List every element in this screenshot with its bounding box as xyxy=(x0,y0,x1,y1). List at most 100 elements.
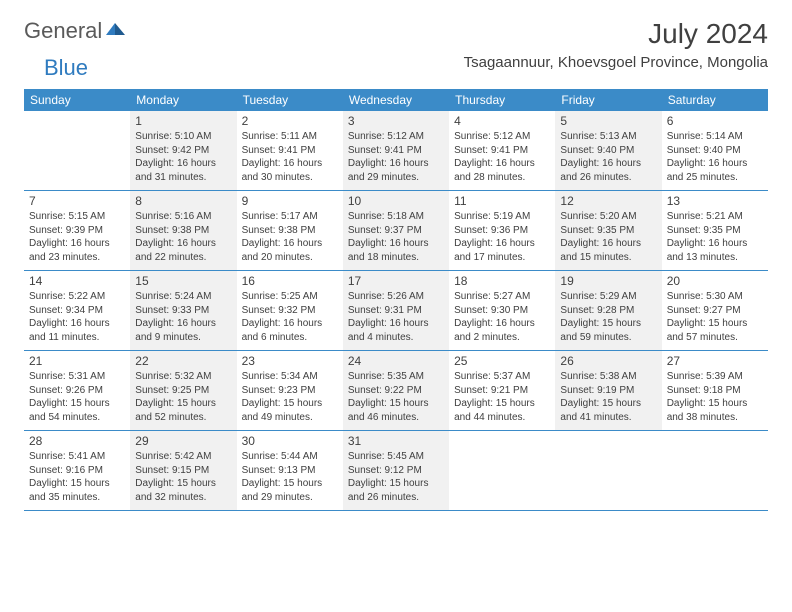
day-cell: 18Sunrise: 5:27 AMSunset: 9:30 PMDayligh… xyxy=(449,271,555,350)
day-cell: 11Sunrise: 5:19 AMSunset: 9:36 PMDayligh… xyxy=(449,191,555,270)
sunset-text: Sunset: 9:12 PM xyxy=(348,464,444,478)
sunset-text: Sunset: 9:16 PM xyxy=(29,464,125,478)
sunrise-text: Sunrise: 5:16 AM xyxy=(135,210,231,224)
sunrise-text: Sunrise: 5:21 AM xyxy=(667,210,763,224)
sunset-text: Sunset: 9:40 PM xyxy=(667,144,763,158)
day-number: 29 xyxy=(135,434,231,448)
dow-cell: Thursday xyxy=(449,89,555,111)
daylight-text: Daylight: 16 hours and 2 minutes. xyxy=(454,317,550,344)
title-block: July 2024 Tsagaannuur, Khoevsgoel Provin… xyxy=(464,18,768,71)
day-number: 30 xyxy=(242,434,338,448)
daylight-text: Daylight: 16 hours and 29 minutes. xyxy=(348,157,444,184)
day-info: Sunrise: 5:45 AMSunset: 9:12 PMDaylight:… xyxy=(348,450,444,504)
daylight-text: Daylight: 15 hours and 57 minutes. xyxy=(667,317,763,344)
month-title: July 2024 xyxy=(464,18,768,50)
sunrise-text: Sunrise: 5:14 AM xyxy=(667,130,763,144)
day-cell: 12Sunrise: 5:20 AMSunset: 9:35 PMDayligh… xyxy=(555,191,661,270)
sunrise-text: Sunrise: 5:11 AM xyxy=(242,130,338,144)
day-cell xyxy=(555,431,661,510)
daylight-text: Daylight: 16 hours and 15 minutes. xyxy=(560,237,656,264)
sunrise-text: Sunrise: 5:34 AM xyxy=(242,370,338,384)
day-info: Sunrise: 5:22 AMSunset: 9:34 PMDaylight:… xyxy=(29,290,125,344)
day-number: 11 xyxy=(454,194,550,208)
daylight-text: Daylight: 16 hours and 4 minutes. xyxy=(348,317,444,344)
sunset-text: Sunset: 9:39 PM xyxy=(29,224,125,238)
sunrise-text: Sunrise: 5:12 AM xyxy=(348,130,444,144)
sunset-text: Sunset: 9:41 PM xyxy=(242,144,338,158)
sunrise-text: Sunrise: 5:25 AM xyxy=(242,290,338,304)
day-cell: 8Sunrise: 5:16 AMSunset: 9:38 PMDaylight… xyxy=(130,191,236,270)
week-row: 1Sunrise: 5:10 AMSunset: 9:42 PMDaylight… xyxy=(24,111,768,191)
sunrise-text: Sunrise: 5:26 AM xyxy=(348,290,444,304)
daylight-text: Daylight: 16 hours and 20 minutes. xyxy=(242,237,338,264)
day-number: 9 xyxy=(242,194,338,208)
sunset-text: Sunset: 9:33 PM xyxy=(135,304,231,318)
sunset-text: Sunset: 9:41 PM xyxy=(348,144,444,158)
day-info: Sunrise: 5:30 AMSunset: 9:27 PMDaylight:… xyxy=(667,290,763,344)
sunrise-text: Sunrise: 5:27 AM xyxy=(454,290,550,304)
day-cell: 4Sunrise: 5:12 AMSunset: 9:41 PMDaylight… xyxy=(449,111,555,190)
day-number: 3 xyxy=(348,114,444,128)
sunset-text: Sunset: 9:40 PM xyxy=(560,144,656,158)
sunrise-text: Sunrise: 5:38 AM xyxy=(560,370,656,384)
day-cell: 10Sunrise: 5:18 AMSunset: 9:37 PMDayligh… xyxy=(343,191,449,270)
day-number: 20 xyxy=(667,274,763,288)
daylight-text: Daylight: 16 hours and 28 minutes. xyxy=(454,157,550,184)
dow-cell: Friday xyxy=(555,89,661,111)
day-number: 23 xyxy=(242,354,338,368)
day-cell: 5Sunrise: 5:13 AMSunset: 9:40 PMDaylight… xyxy=(555,111,661,190)
sunset-text: Sunset: 9:36 PM xyxy=(454,224,550,238)
dow-cell: Tuesday xyxy=(237,89,343,111)
day-info: Sunrise: 5:42 AMSunset: 9:15 PMDaylight:… xyxy=(135,450,231,504)
daylight-text: Daylight: 15 hours and 46 minutes. xyxy=(348,397,444,424)
day-number: 4 xyxy=(454,114,550,128)
day-number: 12 xyxy=(560,194,656,208)
day-info: Sunrise: 5:10 AMSunset: 9:42 PMDaylight:… xyxy=(135,130,231,184)
day-info: Sunrise: 5:44 AMSunset: 9:13 PMDaylight:… xyxy=(242,450,338,504)
day-cell: 31Sunrise: 5:45 AMSunset: 9:12 PMDayligh… xyxy=(343,431,449,510)
day-info: Sunrise: 5:11 AMSunset: 9:41 PMDaylight:… xyxy=(242,130,338,184)
logo: General xyxy=(24,18,128,44)
daylight-text: Daylight: 15 hours and 54 minutes. xyxy=(29,397,125,424)
weeks-container: 1Sunrise: 5:10 AMSunset: 9:42 PMDaylight… xyxy=(24,111,768,511)
day-number: 10 xyxy=(348,194,444,208)
daylight-text: Daylight: 16 hours and 11 minutes. xyxy=(29,317,125,344)
sunset-text: Sunset: 9:15 PM xyxy=(135,464,231,478)
dow-header-row: SundayMondayTuesdayWednesdayThursdayFrid… xyxy=(24,89,768,111)
day-number: 13 xyxy=(667,194,763,208)
day-cell: 23Sunrise: 5:34 AMSunset: 9:23 PMDayligh… xyxy=(237,351,343,430)
sunrise-text: Sunrise: 5:45 AM xyxy=(348,450,444,464)
daylight-text: Daylight: 16 hours and 6 minutes. xyxy=(242,317,338,344)
daylight-text: Daylight: 15 hours and 59 minutes. xyxy=(560,317,656,344)
sunrise-text: Sunrise: 5:12 AM xyxy=(454,130,550,144)
day-number: 28 xyxy=(29,434,125,448)
day-info: Sunrise: 5:14 AMSunset: 9:40 PMDaylight:… xyxy=(667,130,763,184)
daylight-text: Daylight: 16 hours and 13 minutes. xyxy=(667,237,763,264)
day-number: 7 xyxy=(29,194,125,208)
day-info: Sunrise: 5:27 AMSunset: 9:30 PMDaylight:… xyxy=(454,290,550,344)
day-cell: 7 Sunrise: 5:15 AMSunset: 9:39 PMDaylight… xyxy=(24,191,130,270)
day-info: Sunrise: 5:24 AMSunset: 9:33 PMDaylight:… xyxy=(135,290,231,344)
day-cell: 26Sunrise: 5:38 AMSunset: 9:19 PMDayligh… xyxy=(555,351,661,430)
sunset-text: Sunset: 9:19 PM xyxy=(560,384,656,398)
day-info: Sunrise: 5:39 AMSunset: 9:18 PMDaylight:… xyxy=(667,370,763,424)
daylight-text: Daylight: 15 hours and 29 minutes. xyxy=(242,477,338,504)
logo-text-general: General xyxy=(24,18,102,44)
day-cell: 24Sunrise: 5:35 AMSunset: 9:22 PMDayligh… xyxy=(343,351,449,430)
day-info: Sunrise: 5:32 AMSunset: 9:25 PMDaylight:… xyxy=(135,370,231,424)
sunrise-text: Sunrise: 5:13 AM xyxy=(560,130,656,144)
sunset-text: Sunset: 9:35 PM xyxy=(560,224,656,238)
day-info: Sunrise: 5:21 AMSunset: 9:35 PMDaylight:… xyxy=(667,210,763,264)
sunrise-text: Sunrise: 5:19 AM xyxy=(454,210,550,224)
sunset-text: Sunset: 9:27 PM xyxy=(667,304,763,318)
day-cell xyxy=(24,111,130,190)
day-info: Sunrise: 5:38 AMSunset: 9:19 PMDaylight:… xyxy=(560,370,656,424)
sunrise-text: Sunrise: 5:39 AM xyxy=(667,370,763,384)
day-info: Sunrise: 5:15 AMSunset: 9:39 PMDaylight:… xyxy=(29,210,125,264)
day-cell xyxy=(662,431,768,510)
day-info: Sunrise: 5:16 AMSunset: 9:38 PMDaylight:… xyxy=(135,210,231,264)
sunrise-text: Sunrise: 5:37 AM xyxy=(454,370,550,384)
day-number: 2 xyxy=(242,114,338,128)
day-cell: 6Sunrise: 5:14 AMSunset: 9:40 PMDaylight… xyxy=(662,111,768,190)
daylight-text: Daylight: 15 hours and 52 minutes. xyxy=(135,397,231,424)
